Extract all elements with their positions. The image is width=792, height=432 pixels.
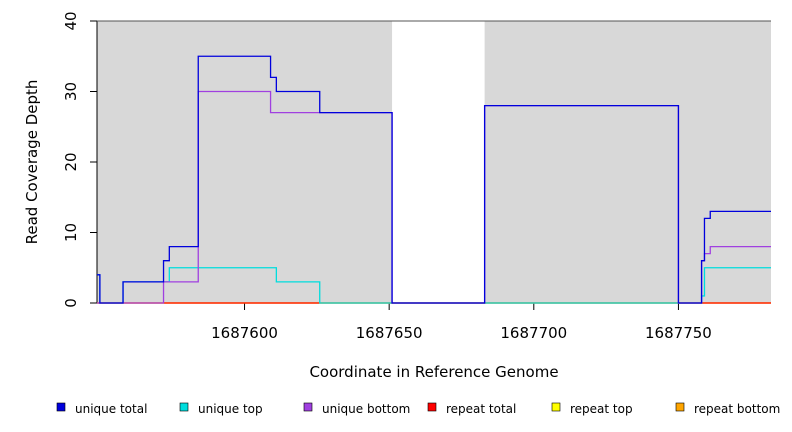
y-tick-label: 30 — [62, 82, 80, 101]
legend-swatch — [551, 402, 561, 412]
legend-label: unique top — [198, 402, 263, 416]
x-tick-label: 1687700 — [500, 324, 567, 342]
legend-label: unique bottom — [322, 402, 410, 416]
legend: unique total unique top unique bottom repea… — [56, 402, 780, 416]
shaded-regions — [97, 21, 771, 303]
legend-swatch — [303, 402, 313, 412]
x-tick-label: 1687600 — [211, 324, 278, 342]
y-axis-label: Read Coverage Depth — [23, 80, 41, 245]
y-tick-label: 40 — [62, 11, 80, 30]
shaded-region-1 — [484, 21, 771, 303]
legend-swatch — [427, 402, 437, 412]
y-tick-label: 0 — [62, 298, 80, 308]
legend-label: repeat total — [446, 402, 516, 416]
legend-label: repeat top — [570, 402, 633, 416]
legend-swatch — [56, 402, 66, 412]
legend-swatch — [675, 402, 685, 412]
axes: 0 10 20 30 40 1687600 1687650 1687700 1687750 — [62, 11, 771, 342]
x-tick-label: 1687750 — [645, 324, 712, 342]
legend-label: repeat bottom — [694, 402, 780, 416]
legend-swatch — [179, 402, 189, 412]
x-tick-label: 1687650 — [356, 324, 423, 342]
shaded-region-0 — [97, 21, 393, 303]
series-lines — [97, 55, 771, 304]
y-tick-label: 20 — [62, 152, 80, 171]
y-tick-label: 10 — [62, 223, 80, 242]
series-unique-total — [97, 55, 771, 304]
x-axis-label: Coordinate in Reference Genome — [309, 363, 558, 381]
legend-label: unique total — [75, 402, 147, 416]
